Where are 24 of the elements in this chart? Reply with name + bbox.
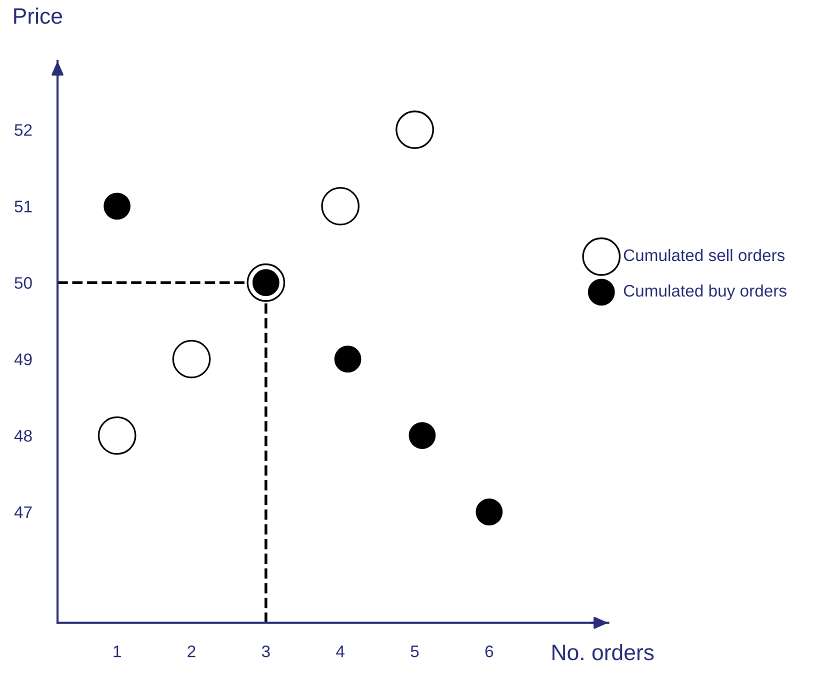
x-tick-label: 1 [114, 646, 121, 658]
point [408, 422, 436, 449]
legend-label: Cumulated sell orders [624, 248, 785, 262]
point [321, 186, 360, 226]
point [396, 110, 434, 149]
y-tick-label: 47 [14, 506, 32, 518]
x-tick-label: 4 [336, 646, 344, 658]
y-tick-label: 49 [14, 353, 32, 366]
point [334, 346, 362, 373]
point [104, 192, 131, 220]
x-tick-label: 6 [485, 646, 494, 658]
y-axis-title: Price [14, 8, 62, 24]
y-tick-label: 51 [14, 200, 32, 212]
point [172, 340, 211, 378]
x-axis-title: No. orders [552, 644, 654, 660]
y-tick-label: 50 [14, 277, 32, 289]
x-tick-label: 2 [188, 646, 196, 658]
y-tick-label: 52 [14, 124, 32, 136]
x-tick-label: 5 [410, 646, 419, 658]
point [476, 498, 503, 526]
legend-label: Cumulated buy orders [624, 284, 786, 300]
x-tick-label: 3 [262, 646, 270, 658]
y-tick-label: 48 [14, 430, 32, 442]
point [98, 416, 136, 455]
